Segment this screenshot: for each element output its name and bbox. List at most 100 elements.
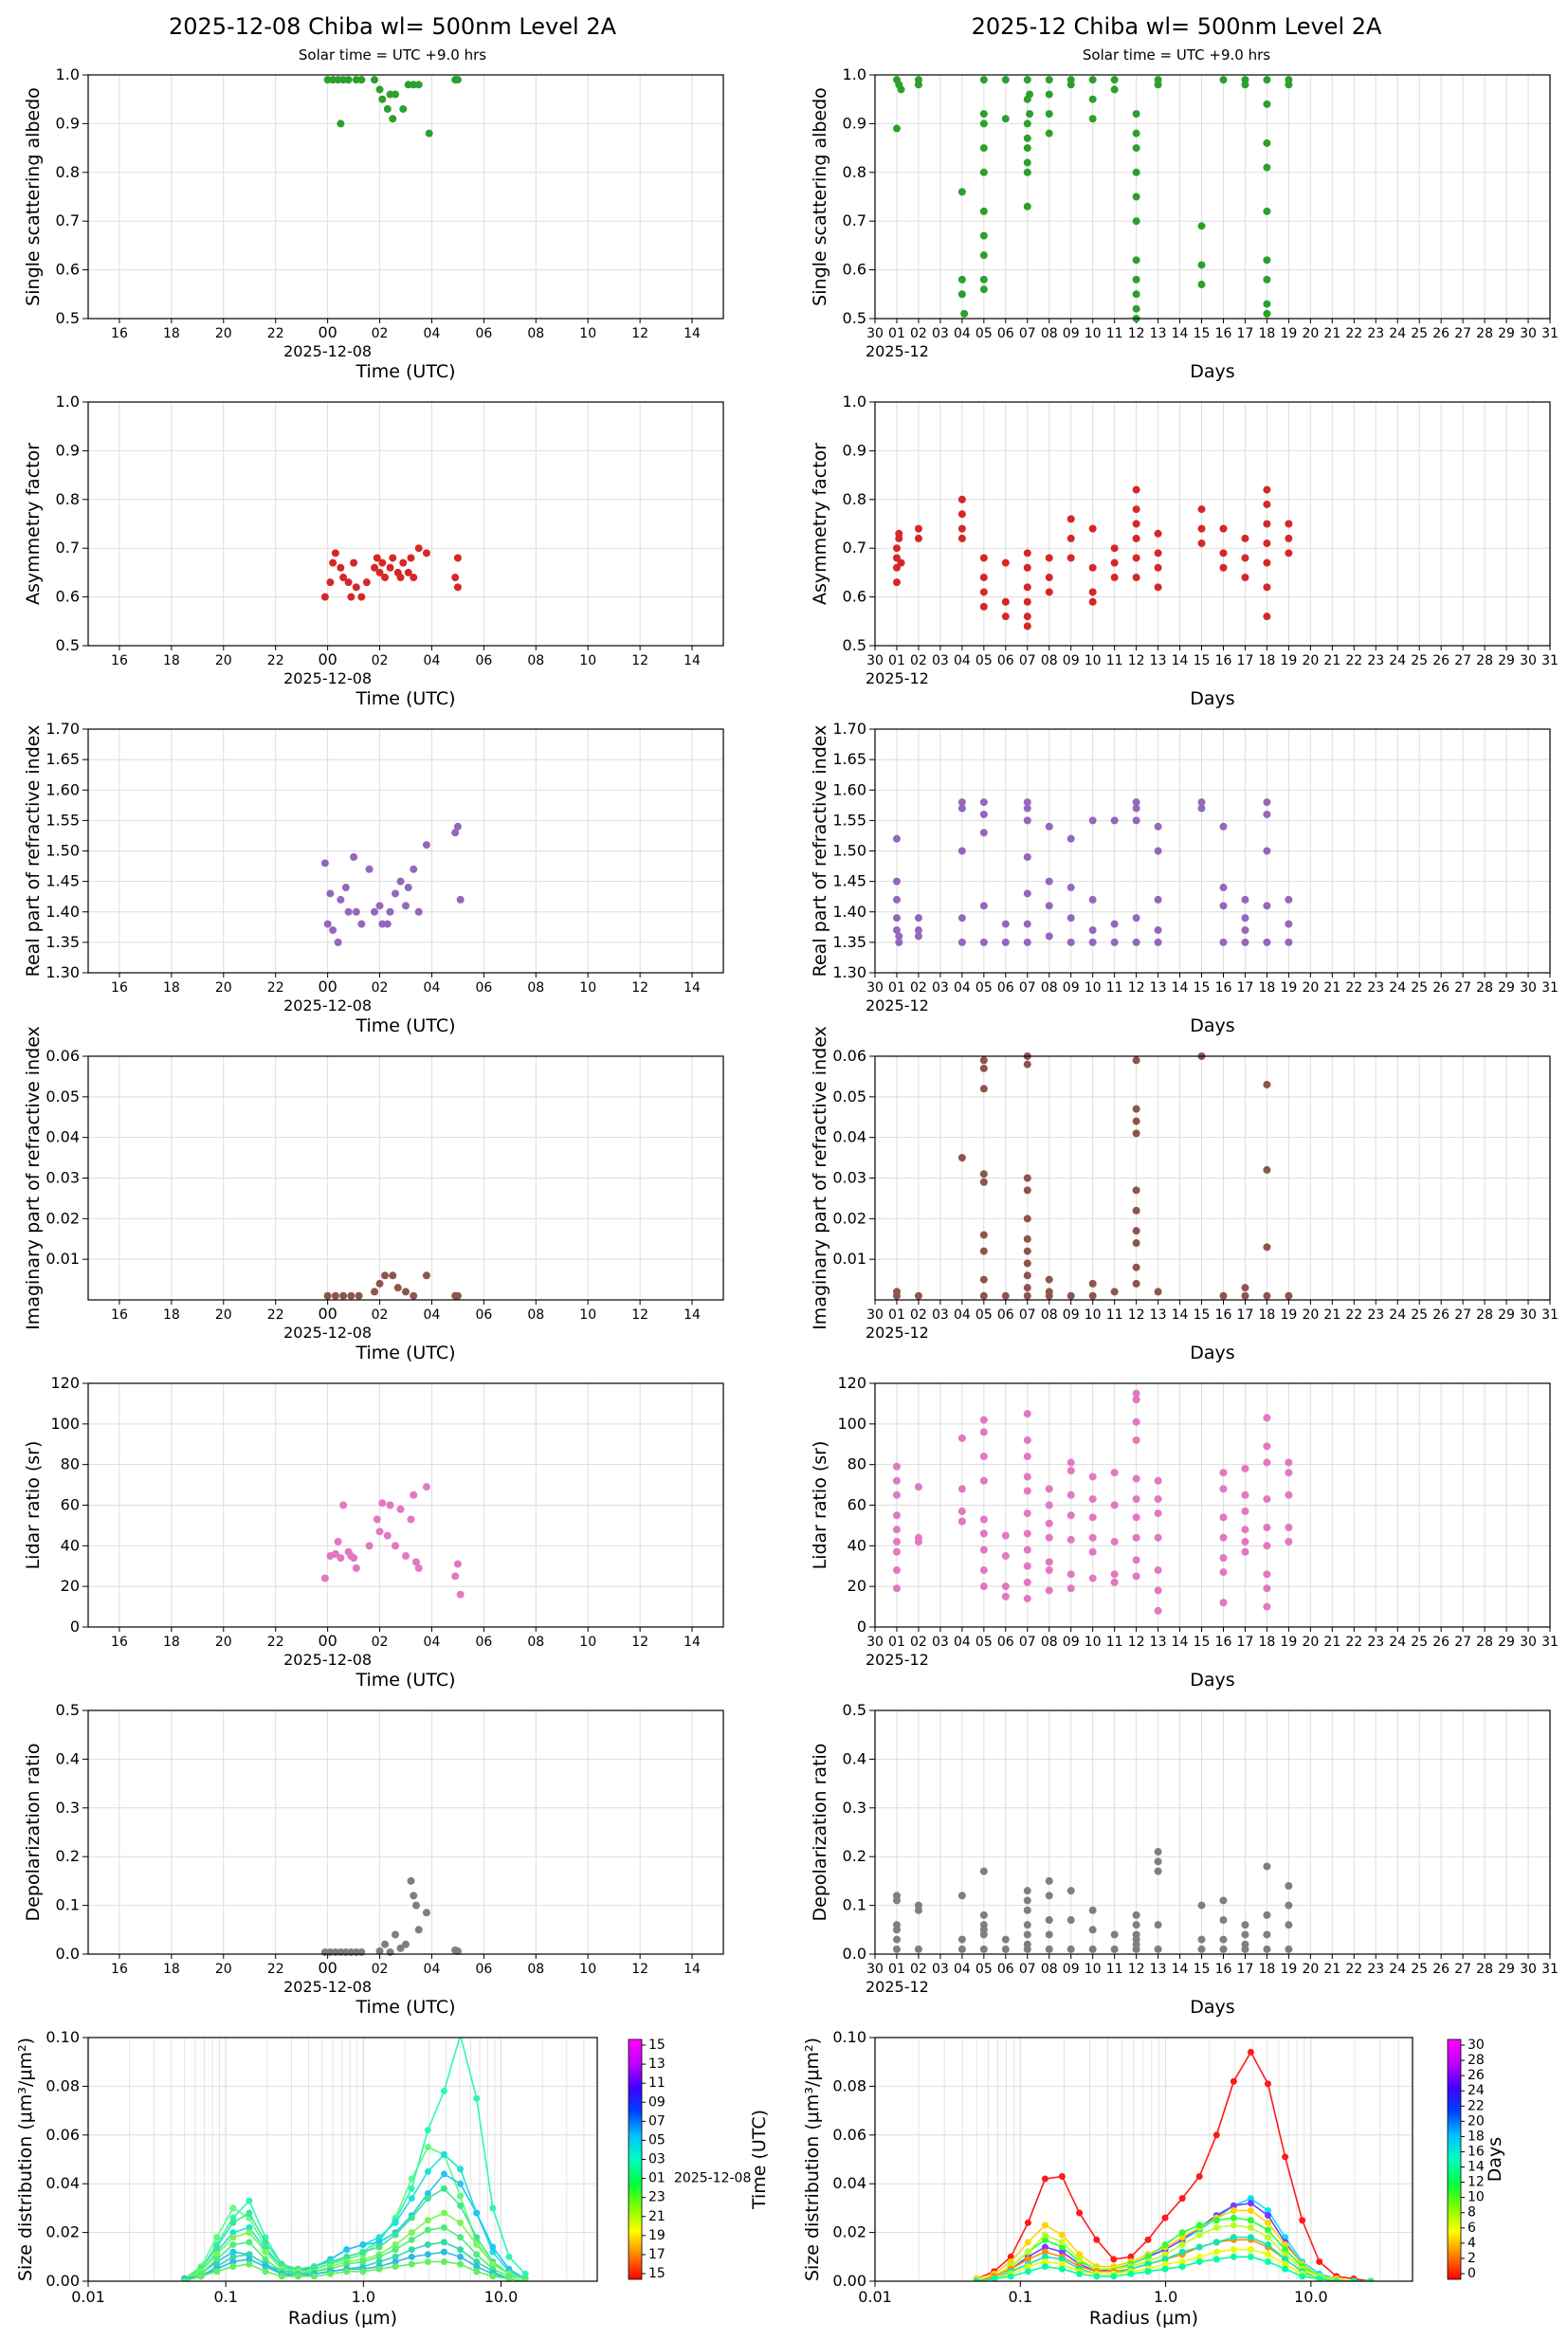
left-asym-point bbox=[362, 578, 371, 587]
left-real-point bbox=[404, 884, 412, 892]
left-size-series-point bbox=[246, 2239, 253, 2246]
right-depol-ytick-label: 0.1 bbox=[843, 1896, 866, 1914]
left-lidar-xtick-label: 14 bbox=[684, 1635, 701, 1650]
right-imag-xtick-label: 07 bbox=[1019, 1307, 1036, 1323]
right-imag-ytick-label: 0.03 bbox=[832, 1169, 866, 1187]
right-ssa-point bbox=[1197, 281, 1206, 289]
right-size-series-point bbox=[1265, 2212, 1272, 2220]
right-asym-point bbox=[1110, 544, 1119, 553]
right-asym-xtick-label: 02 bbox=[910, 653, 927, 668]
right-depol-ytick-label: 0.4 bbox=[843, 1749, 866, 1767]
left-ssa-point bbox=[383, 104, 392, 113]
left-size-series-point bbox=[489, 2243, 497, 2251]
left-asym-point bbox=[339, 574, 348, 582]
left-size-series-point bbox=[457, 2192, 465, 2200]
right-asym-point bbox=[1263, 558, 1271, 567]
right-depol-point bbox=[1241, 1945, 1249, 1953]
right-asym-point bbox=[1110, 574, 1119, 582]
right-real-point bbox=[1045, 877, 1053, 886]
right-lidar-point bbox=[1263, 1524, 1271, 1532]
right-size-series-point bbox=[1178, 2240, 1186, 2248]
left-size-series-point bbox=[440, 2170, 447, 2178]
right-lidar-xtick-label: 21 bbox=[1323, 1635, 1340, 1650]
right-imag-point bbox=[979, 1247, 988, 1255]
right-imag-xtick-label: 24 bbox=[1389, 1307, 1406, 1323]
left-size-series-point bbox=[505, 2253, 513, 2260]
left-size-series-point bbox=[246, 2251, 253, 2258]
left-lidar-point bbox=[373, 1515, 381, 1524]
right-lidar-xtick-label: 08 bbox=[1041, 1635, 1058, 1650]
left-real-xtick-label: 12 bbox=[631, 980, 648, 996]
right-lidar-point bbox=[1241, 1490, 1249, 1499]
right-size-colorbar-tick-label: 22 bbox=[1468, 2098, 1485, 2113]
right-imag-xtick-label: 01 bbox=[888, 1307, 905, 1323]
left-imag-xtick-label: 10 bbox=[579, 1307, 596, 1323]
left-asym-point bbox=[350, 558, 358, 567]
right-size-series-point bbox=[1282, 2240, 1289, 2248]
left-lidar-xtick-label: 16 bbox=[111, 1635, 128, 1650]
left-size-series-point bbox=[489, 2260, 497, 2268]
left-lidar-ytick-label: 20 bbox=[61, 1577, 80, 1595]
right-asym-points bbox=[892, 485, 1293, 631]
right-ssa-point bbox=[1023, 202, 1031, 210]
right-lidar-point bbox=[1088, 1472, 1097, 1481]
left-asym-point bbox=[410, 574, 418, 582]
right-subtitle: Solar time = UTC +9.0 hrs bbox=[1083, 46, 1270, 64]
right-ssa-point bbox=[979, 275, 988, 283]
left-real-point bbox=[378, 920, 387, 928]
right-lidar-point bbox=[892, 1490, 901, 1499]
right-ssa-point bbox=[1023, 158, 1031, 167]
left-size-series-point bbox=[489, 2273, 497, 2280]
right-size-series-point bbox=[1212, 2256, 1220, 2263]
right-ssa-point bbox=[960, 309, 969, 318]
right-real-point bbox=[1132, 816, 1140, 825]
right-lidar-point bbox=[1219, 1469, 1228, 1477]
left-lidar-ytick-label: 60 bbox=[61, 1496, 80, 1514]
right-real-point bbox=[914, 914, 922, 923]
left-imag-points bbox=[323, 1271, 462, 1300]
left-size-series-point bbox=[424, 2251, 431, 2258]
right-asym-point bbox=[1219, 549, 1228, 558]
left-imag-point bbox=[323, 1291, 332, 1300]
right-asym-ytick-label: 0.8 bbox=[843, 490, 866, 508]
left-asym-ytick-label: 0.6 bbox=[56, 588, 80, 606]
right-imag-point bbox=[1241, 1284, 1249, 1292]
right-asym-xtick-label: 08 bbox=[1041, 653, 1058, 668]
right-real-point bbox=[1132, 804, 1140, 813]
left-size-series-point bbox=[229, 2240, 237, 2248]
left-size-series-line bbox=[184, 2241, 526, 2281]
right-lidar-point bbox=[1110, 1570, 1119, 1579]
left-real-ytick-label: 1.65 bbox=[46, 750, 80, 768]
right-asym-point bbox=[1132, 554, 1140, 562]
left-lidar-point bbox=[422, 1483, 430, 1491]
left-size-series-point bbox=[246, 2260, 253, 2268]
right-size-series-point bbox=[1333, 2277, 1340, 2281]
right-lidar-point bbox=[1023, 1410, 1031, 1418]
left-size-series-point bbox=[359, 2240, 367, 2248]
right-size-series-point bbox=[1144, 2260, 1152, 2268]
right-lidar-point bbox=[1088, 1574, 1097, 1582]
left-size-colorbar-tick-label: 21 bbox=[648, 2209, 665, 2224]
right-ssa-point bbox=[979, 119, 988, 128]
left-size-series-point bbox=[229, 2204, 237, 2212]
left-imag-point bbox=[389, 1271, 397, 1280]
left-size-series-point bbox=[262, 2263, 269, 2271]
right-real-ylabel: Real part of refractive index bbox=[810, 725, 830, 978]
right-ssa-point bbox=[1263, 100, 1271, 108]
right-lidar-point bbox=[979, 1476, 988, 1485]
right-depol-xtick-label: 25 bbox=[1411, 1962, 1428, 1977]
right-asym-ytick-label: 0.6 bbox=[843, 588, 866, 606]
right-size-colorbar-label: Days bbox=[1485, 2137, 1505, 2182]
right-depol-xtick-label: 30 bbox=[1520, 1962, 1537, 1977]
left-size-series-point bbox=[213, 2251, 221, 2258]
left-lidar-point bbox=[414, 1563, 423, 1572]
right-size-series-point bbox=[1007, 2258, 1014, 2265]
right-size-series-point bbox=[1282, 2153, 1289, 2161]
left-real-xtick-label: 02 bbox=[372, 980, 389, 996]
right-ssa-point bbox=[1045, 110, 1053, 119]
right-ssa-ytick-label: 0.8 bbox=[843, 163, 866, 181]
left-size-series-point bbox=[489, 2204, 497, 2212]
right-lidar-point bbox=[892, 1511, 901, 1520]
right-asym-point bbox=[1110, 558, 1119, 567]
right-real-point bbox=[1241, 895, 1249, 904]
